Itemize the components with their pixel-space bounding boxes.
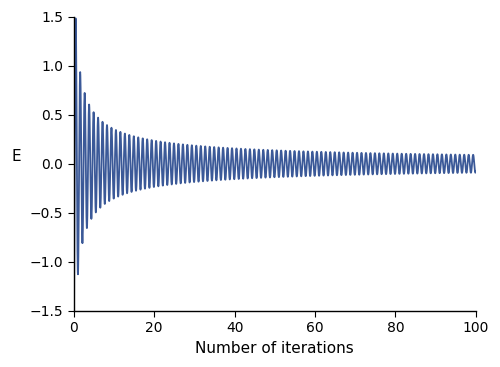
Y-axis label: E: E <box>11 149 20 164</box>
X-axis label: Number of iterations: Number of iterations <box>196 341 354 356</box>
